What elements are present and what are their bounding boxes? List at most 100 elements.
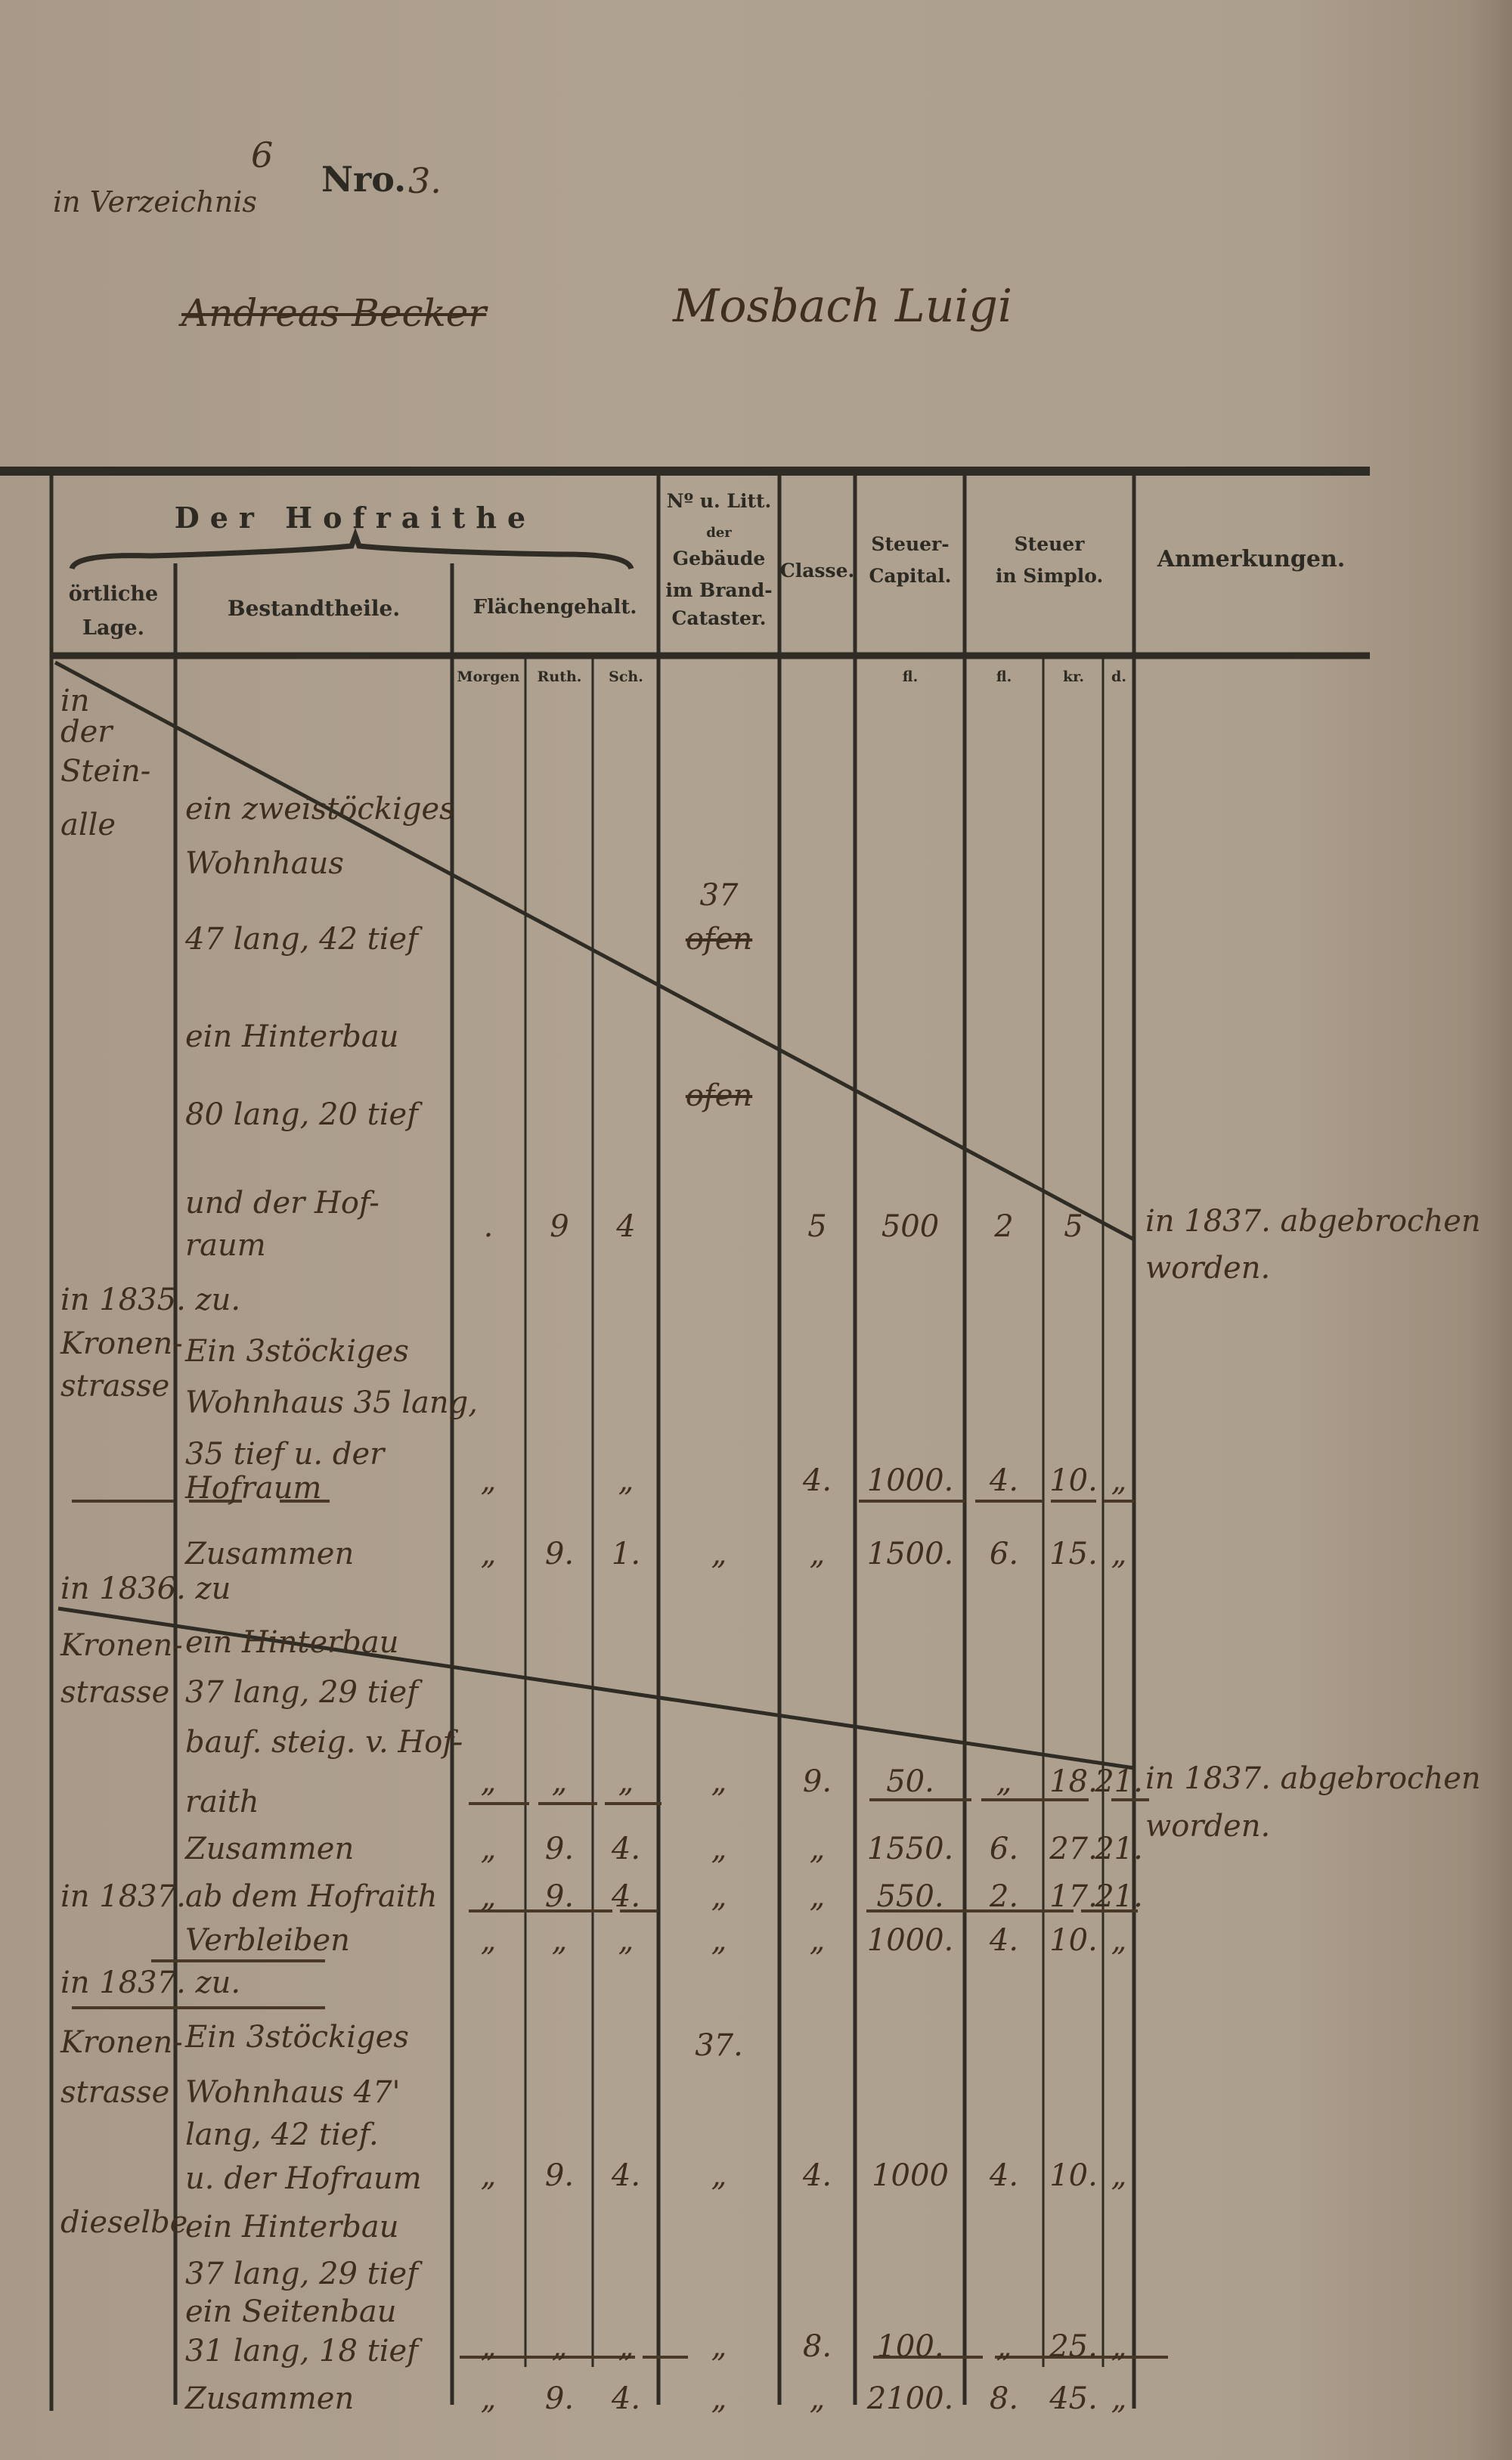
value-ruth: „	[551, 1923, 568, 1958]
gebaeude-entry: ofen	[685, 1078, 753, 1113]
bestand-entry: Zusammen	[185, 2381, 355, 2416]
value-gebaeude-nr: „	[711, 1879, 727, 1914]
bestand-entry: Ein 3stöckiges	[185, 1334, 409, 1369]
bestand-entry: 37 lang, 29 tief	[185, 2257, 419, 2291]
value-morgen: .	[483, 1209, 494, 1244]
gebaeude-entry: 37	[699, 878, 739, 913]
header-gebaeude-5: Cataster.	[671, 607, 767, 629]
header-gebaeude-1: Nº u. Litt.	[666, 490, 772, 512]
value-ruth: 9.	[544, 2381, 575, 2416]
value-ruth: 9.	[544, 1537, 575, 1571]
value-classe: 4.	[802, 1463, 832, 1498]
value-simplo-fl: 6.	[989, 1832, 1019, 1866]
bestand-entry: ein zweistöckiges	[185, 792, 455, 827]
value-classe: 4.	[802, 2158, 832, 2193]
value-gebaeude-nr: „	[711, 1537, 727, 1571]
lage-entry: in 1837.	[60, 1879, 186, 1914]
value-sch: 4	[616, 1209, 636, 1244]
value-simplo-d: „	[1111, 1537, 1127, 1571]
bestand-entry: ab dem Hofraith	[185, 1879, 438, 1914]
value-simplo-fl: 2.	[989, 1879, 1019, 1914]
bestand-entry: Wohnhaus 47'	[185, 2075, 401, 2110]
cancellation-diagonal	[54, 660, 1136, 1242]
bestand-entry: ein Seitenbau	[185, 2294, 397, 2329]
sub-capital-fl: fl.	[902, 669, 919, 685]
header-lage-1: örtliche	[68, 582, 159, 606]
value-simplo-d: 21.	[1095, 1764, 1143, 1799]
number-label: Nro.	[321, 159, 407, 200]
margin-note-number: 6	[251, 135, 274, 175]
header-simplo-2: in Simplo.	[995, 565, 1104, 587]
value-classe: „	[809, 2381, 826, 2416]
lage-entry: Stein-	[60, 754, 151, 789]
value-morgen: „	[480, 2381, 497, 2416]
lage-entry: Kronen-	[60, 2025, 183, 2060]
lage-entry: der	[60, 715, 113, 749]
value-ruth: 9.	[544, 1879, 575, 1914]
value-sch: 1.	[611, 1537, 641, 1571]
header-bestand: Bestandtheile.	[227, 596, 401, 621]
value-sch: 4.	[611, 1879, 641, 1914]
gebaeude-entry: 37.	[695, 2028, 743, 2063]
bestand-entry: Zusammen	[185, 1832, 355, 1866]
sub-simplo-kr: kr.	[1062, 669, 1085, 685]
anmerkung-entry: in 1837. abgebrochen	[1145, 1204, 1481, 1239]
bestand-entry: ein Hinterbau	[185, 2210, 399, 2244]
value-simplo-fl: „	[996, 2329, 1012, 2364]
value-sch: „	[618, 1764, 634, 1799]
value-classe: „	[809, 1832, 826, 1866]
value-capital: 500	[881, 1209, 940, 1244]
header-flaeche: Flächengehalt.	[472, 596, 637, 619]
bestand-entry: Wohnhaus 35 lang,	[185, 1385, 478, 1420]
value-gebaeude-nr: „	[711, 2158, 727, 2193]
bestand-entry: Wohnhaus	[185, 846, 344, 881]
lage-entry: in 1835. zu.	[60, 1283, 241, 1317]
sub-sch: Sch.	[609, 669, 643, 685]
value-capital: 550.	[876, 1879, 944, 1914]
owner-struck: Andreas Becker	[181, 291, 487, 335]
value-morgen: „	[480, 1764, 497, 1799]
value-gebaeude-nr: „	[711, 2381, 727, 2416]
lage-entry: Kronen-	[60, 1628, 183, 1663]
bestand-entry: 35 tief u. der	[185, 1437, 385, 1472]
value-morgen: „	[480, 2329, 497, 2364]
anmerkung-entry: worden.	[1145, 1809, 1271, 1844]
sub-simplo-fl: fl.	[996, 669, 1012, 685]
bestand-entry: Zusammen	[185, 1537, 355, 1571]
header-simplo-1: Steuer	[1014, 533, 1085, 555]
value-simplo-fl: 4.	[989, 1463, 1019, 1498]
value-gebaeude-nr: „	[711, 1923, 727, 1958]
bestand-entry: Hofraum	[185, 1471, 322, 1506]
lage-entry: in 1837. zu.	[60, 1965, 241, 2000]
value-classe: „	[809, 1879, 826, 1914]
value-sch: 4.	[611, 1832, 641, 1866]
value-capital: 1000.	[866, 1923, 954, 1958]
anmerkung-entry: in 1837. abgebrochen	[1145, 1761, 1481, 1796]
header-capital-2: Capital.	[869, 565, 952, 587]
value-capital: 100.	[876, 2329, 944, 2364]
value-simplo-kr: 10.	[1049, 1463, 1098, 1498]
value-capital: 50.	[886, 1764, 934, 1799]
value-sch: „	[618, 2329, 634, 2364]
value-ruth: „	[551, 1764, 568, 1799]
lage-entry: in 1836. zu	[60, 1571, 231, 1606]
lage-entry: in	[60, 684, 90, 718]
value-classe: 5	[807, 1209, 827, 1244]
bestand-entry: lang, 42 tief.	[185, 2117, 379, 2152]
value-simplo-d: „	[1111, 2158, 1127, 2193]
margin-note: in Verzeichnis	[53, 185, 257, 219]
bestand-entry: bauf. steig. v. Hof-	[185, 1725, 463, 1760]
value-simplo-kr: 18.	[1049, 1764, 1098, 1799]
sub-morgen: Morgen	[457, 669, 520, 685]
header-group-title: Der Hofraithe	[174, 501, 537, 535]
value-simplo-fl: 2	[994, 1209, 1014, 1244]
header-gebaeude-4: im Brand-	[665, 579, 773, 601]
header-gebaeude-2: der	[706, 525, 732, 541]
value-simplo-d: 21.	[1095, 1879, 1143, 1914]
value-simplo-kr: 17.	[1049, 1879, 1098, 1914]
value-simplo-kr: 10.	[1049, 2158, 1098, 2193]
value-sch: 4.	[611, 2381, 641, 2416]
value-simplo-fl: 4.	[989, 2158, 1019, 2193]
value-capital: 1000	[872, 2158, 949, 2193]
